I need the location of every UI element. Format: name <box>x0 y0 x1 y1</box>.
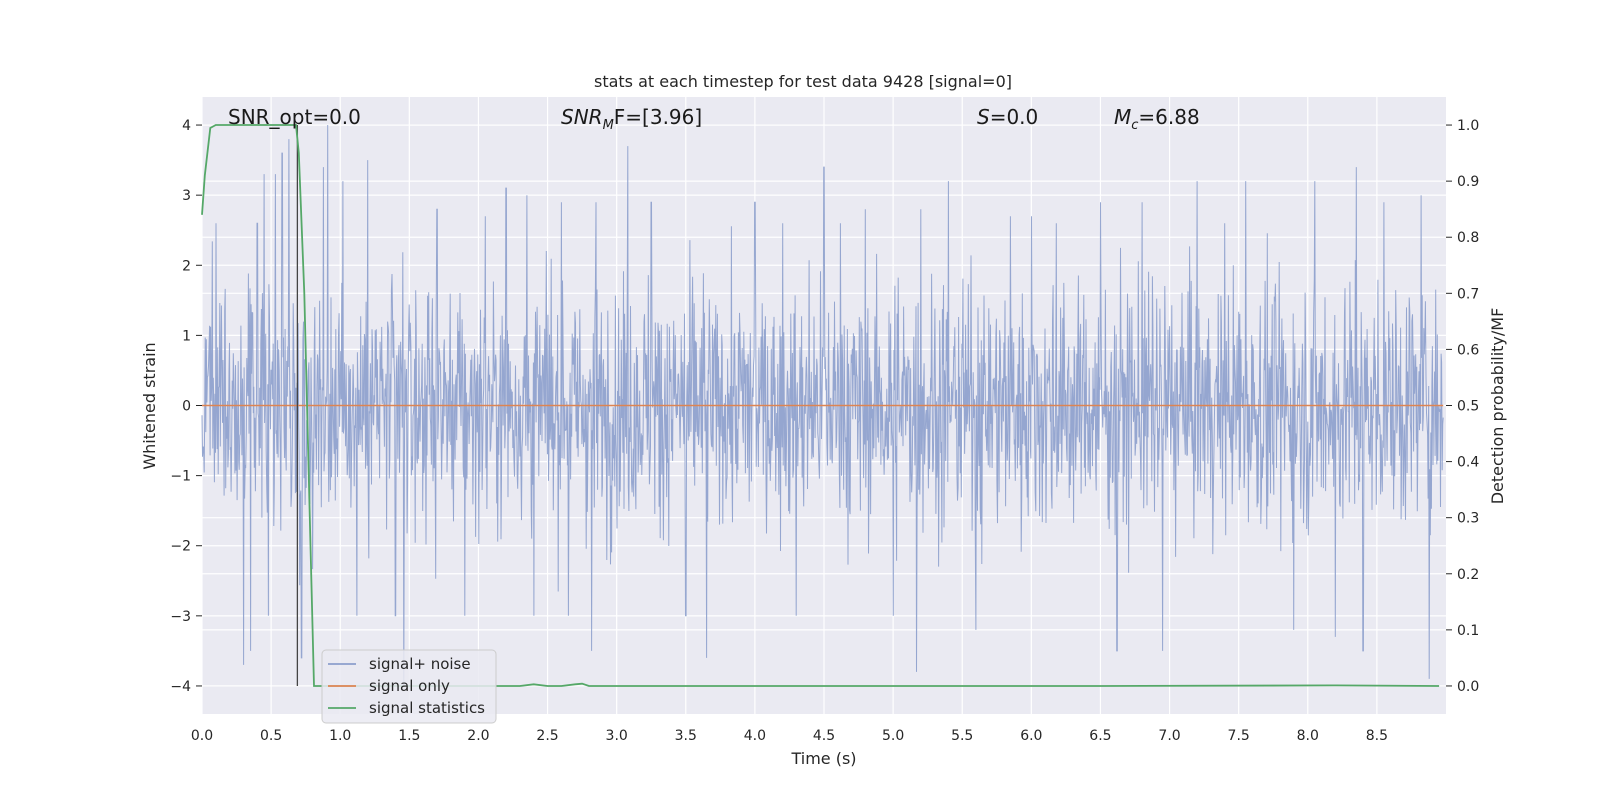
x-tick-label: 3.0 <box>606 728 628 744</box>
legend-label-signal-noise: signal+ noise <box>369 655 471 673</box>
y-tick-label: −1 <box>170 469 191 485</box>
annotation-mc-rest: =6.88 <box>1138 105 1199 129</box>
y-tick-label: −4 <box>170 679 191 695</box>
annotation-s-rest: =0.0 <box>990 105 1039 129</box>
y2-tick-label: 0.4 <box>1457 455 1479 471</box>
y-tick-labels: 4 3 2 1 0 −1 −2 −3 −4 <box>170 118 202 695</box>
y2-tick-label: 0.6 <box>1457 342 1479 358</box>
y2-tick-label: 0.0 <box>1457 679 1479 695</box>
annotation-snr-mf: SNRMF=[3.96] <box>561 105 702 133</box>
y-tick-label: 1 <box>182 328 191 344</box>
x-tick-label: 0.0 <box>191 728 213 744</box>
x-tick-label: 4.0 <box>744 728 766 744</box>
x-tick-label: 1.0 <box>329 728 351 744</box>
y-tick-label: 4 <box>182 118 191 134</box>
series-signal-noise-line <box>201 124 1444 687</box>
x-tick-label: 6.0 <box>1020 728 1042 744</box>
legend-label-signal-statistics: signal statistics <box>369 699 485 717</box>
legend-box <box>321 649 497 724</box>
y2-tick-labels: 1.0 0.9 0.8 0.7 0.6 0.5 0.4 0.3 0.2 0.1 0.0 <box>1446 118 1479 695</box>
y-tick-label: −3 <box>170 609 191 625</box>
y2-tick-label: 0.2 <box>1457 567 1479 583</box>
y2-tick-label: 0.9 <box>1457 174 1479 190</box>
y-axis-label: Whitened strain <box>140 342 159 469</box>
chart-title: stats at each timestep for test data 942… <box>594 72 1012 91</box>
legend-label-signal-only: signal only <box>369 677 450 695</box>
annotation-s-var: S <box>977 105 990 129</box>
y-tick-label: −2 <box>170 539 191 555</box>
x-tick-label: 4.5 <box>813 728 835 744</box>
x-axis-label: Time (s) <box>790 749 856 768</box>
x-tick-label: 2.5 <box>536 728 558 744</box>
x-tick-label: 7.0 <box>1158 728 1180 744</box>
x-tick-label: 6.5 <box>1089 728 1111 744</box>
x-tick-label: 2.0 <box>467 728 489 744</box>
y2-tick-label: 0.1 <box>1457 623 1479 639</box>
x-tick-label: 8.0 <box>1297 728 1319 744</box>
annotation-mc-sub: c <box>1131 118 1138 133</box>
annotation-s: S=0.0 <box>977 105 1038 129</box>
annotation-snr-mf-rest: F=[3.96] <box>614 105 702 129</box>
annotation-snr-mf-base: SNR <box>561 105 603 129</box>
y2-tick-label: 0.3 <box>1457 511 1479 527</box>
x-tick-label: 1.5 <box>398 728 420 744</box>
annotation-mc: Mc=6.88 <box>1114 105 1200 133</box>
y2-tick-label: 0.8 <box>1457 230 1479 246</box>
annotation-snr-opt: SNR_opt=0.0 <box>228 105 361 129</box>
y-tick-label: 0 <box>182 399 191 415</box>
x-tick-labels: 0.0 0.5 1.0 1.5 2.0 2.5 3.0 3.5 4.0 4.5 5.0 5.5 6.0 6… <box>191 728 1388 744</box>
y2-tick-label: 0.7 <box>1457 286 1479 302</box>
y-tick-label: 2 <box>182 258 191 274</box>
y2-tick-label: 1.0 <box>1457 118 1479 134</box>
annotation-mc-base: M <box>1114 105 1131 129</box>
x-tick-label: 0.5 <box>260 728 282 744</box>
x-tick-label: 5.0 <box>882 728 904 744</box>
annotation-snr-mf-sub: M <box>603 118 614 133</box>
legend: signal+ noise signal only signal statist… <box>321 649 497 724</box>
x-tick-label: 5.5 <box>951 728 973 744</box>
series-signal-noise <box>201 124 1444 687</box>
y2-tick-label: 0.5 <box>1457 399 1479 415</box>
y2-axis-label: Detection probability/MF <box>1488 308 1507 505</box>
x-tick-label: 3.5 <box>675 728 697 744</box>
x-tick-label: 7.5 <box>1228 728 1250 744</box>
x-tick-label: 8.5 <box>1366 728 1388 744</box>
y-tick-label: 3 <box>182 188 191 204</box>
